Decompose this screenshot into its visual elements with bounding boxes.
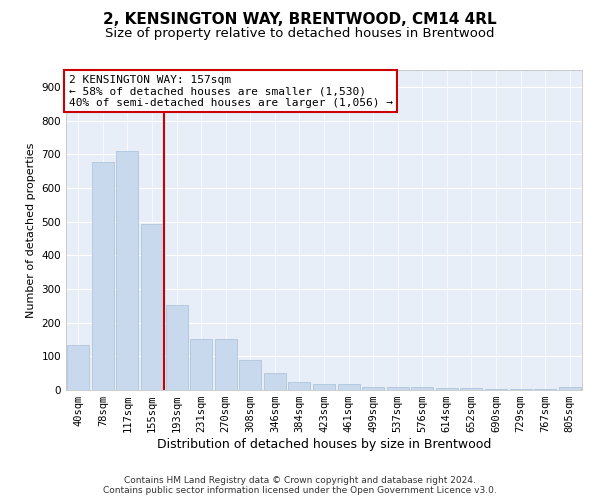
Bar [313, 384, 335, 390]
Text: 2 KENSINGTON WAY: 157sqm
← 58% of detached houses are smaller (1,530)
40% of sem: 2 KENSINGTON WAY: 157sqm ← 58% of detach… [68, 75, 392, 108]
Text: 2, KENSINGTON WAY, BRENTWOOD, CM14 4RL: 2, KENSINGTON WAY, BRENTWOOD, CM14 4RL [103, 12, 497, 28]
Bar [559, 388, 581, 390]
Bar [67, 344, 89, 390]
Bar [485, 389, 507, 390]
Bar [215, 339, 237, 390]
Bar [338, 384, 359, 390]
Bar [411, 388, 433, 390]
Bar [460, 388, 482, 390]
Bar [116, 151, 139, 390]
Bar [141, 224, 163, 390]
Bar [92, 162, 114, 390]
Bar [362, 386, 384, 390]
Bar [264, 373, 286, 390]
X-axis label: Distribution of detached houses by size in Brentwood: Distribution of detached houses by size … [157, 438, 491, 451]
Bar [166, 305, 188, 390]
Bar [436, 388, 458, 390]
Y-axis label: Number of detached properties: Number of detached properties [26, 142, 36, 318]
Text: Size of property relative to detached houses in Brentwood: Size of property relative to detached ho… [105, 28, 495, 40]
Text: Contains HM Land Registry data © Crown copyright and database right 2024.
Contai: Contains HM Land Registry data © Crown c… [103, 476, 497, 495]
Bar [289, 382, 310, 390]
Bar [239, 360, 262, 390]
Bar [190, 339, 212, 390]
Bar [386, 386, 409, 390]
